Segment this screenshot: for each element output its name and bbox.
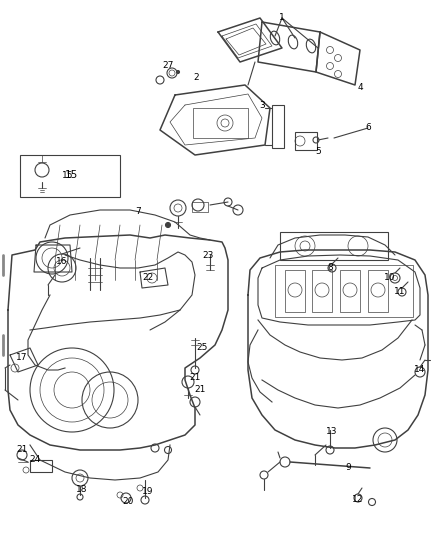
Bar — [275, 265, 413, 317]
Text: 23: 23 — [202, 251, 214, 260]
Text: 8: 8 — [327, 263, 333, 272]
Text: 10: 10 — [384, 273, 396, 282]
Text: 21: 21 — [16, 446, 28, 455]
Circle shape — [166, 222, 170, 228]
Text: 21: 21 — [194, 385, 206, 394]
Bar — [272, 105, 284, 148]
Text: 25: 25 — [196, 343, 208, 352]
Bar — [340, 270, 360, 312]
Text: 18: 18 — [76, 486, 88, 495]
Text: 27: 27 — [162, 61, 174, 69]
Text: 1: 1 — [279, 13, 285, 22]
Text: 20: 20 — [122, 497, 134, 506]
Text: 2: 2 — [193, 74, 199, 83]
Text: 5: 5 — [315, 148, 321, 157]
Text: 7: 7 — [135, 207, 141, 216]
Bar — [280, 232, 388, 260]
Text: 19: 19 — [142, 488, 154, 497]
Text: 21: 21 — [189, 374, 201, 383]
Bar — [312, 270, 332, 312]
Bar — [30, 460, 52, 472]
Text: 17: 17 — [16, 353, 28, 362]
Text: 15: 15 — [62, 171, 74, 180]
Text: 15: 15 — [65, 170, 78, 180]
Text: 3: 3 — [259, 101, 265, 109]
Text: 16: 16 — [56, 257, 68, 266]
Text: 6: 6 — [365, 124, 371, 133]
Text: 11: 11 — [394, 287, 406, 296]
Text: 24: 24 — [29, 456, 41, 464]
Circle shape — [177, 70, 180, 74]
Bar — [285, 270, 305, 312]
Text: 22: 22 — [142, 273, 154, 282]
Text: 9: 9 — [345, 464, 351, 472]
Text: 12: 12 — [352, 496, 364, 505]
Bar — [295, 132, 317, 150]
Text: 13: 13 — [326, 427, 338, 437]
Bar — [193, 108, 248, 138]
Bar — [368, 270, 388, 312]
Text: 4: 4 — [357, 84, 363, 93]
Bar — [20, 155, 120, 197]
Text: 14: 14 — [414, 366, 426, 375]
